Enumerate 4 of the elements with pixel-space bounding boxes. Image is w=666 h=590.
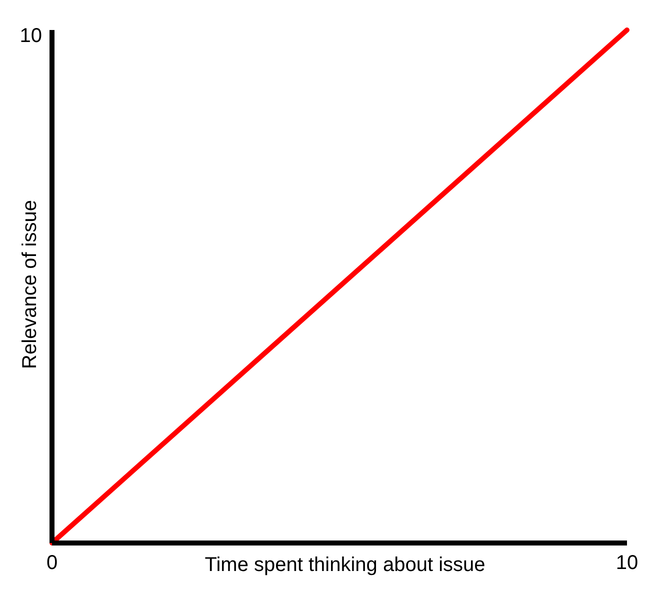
x-tick-label: 0 [46,552,58,574]
y-axis-title: Relevance of issue [19,200,41,369]
text: 10 [20,25,42,47]
x-axis-title: Time spent thinking about issue [204,554,486,576]
